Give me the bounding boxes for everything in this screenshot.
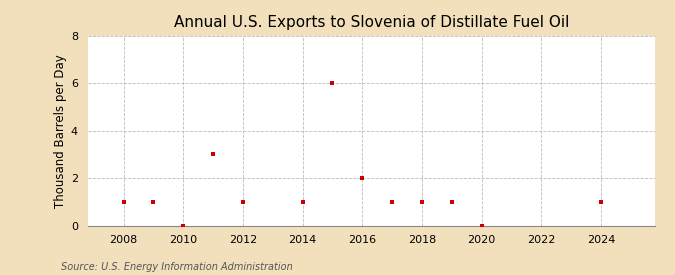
- Point: [446, 200, 457, 204]
- Point: [238, 200, 248, 204]
- Y-axis label: Thousand Barrels per Day: Thousand Barrels per Day: [54, 54, 67, 208]
- Point: [357, 176, 368, 180]
- Point: [297, 200, 308, 204]
- Point: [178, 223, 188, 228]
- Point: [118, 200, 129, 204]
- Title: Annual U.S. Exports to Slovenia of Distillate Fuel Oil: Annual U.S. Exports to Slovenia of Disti…: [173, 15, 569, 31]
- Text: Source: U.S. Energy Information Administration: Source: U.S. Energy Information Administ…: [61, 262, 292, 272]
- Point: [595, 200, 606, 204]
- Point: [416, 200, 427, 204]
- Point: [477, 223, 487, 228]
- Point: [208, 152, 219, 156]
- Point: [387, 200, 398, 204]
- Point: [327, 81, 338, 85]
- Point: [148, 200, 159, 204]
